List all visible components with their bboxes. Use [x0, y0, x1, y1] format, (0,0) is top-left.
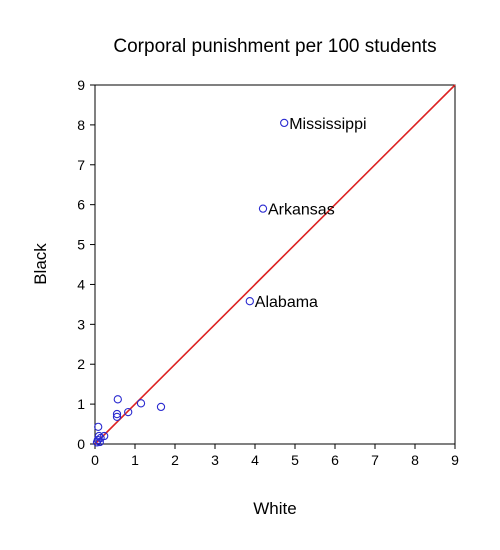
x-tick-label: 8 — [411, 452, 419, 468]
y-axis-label: Black — [31, 243, 50, 285]
y-tick-label: 7 — [77, 157, 85, 173]
data-point — [280, 118, 289, 128]
x-tick-label: 9 — [451, 452, 459, 468]
data-point — [245, 297, 254, 306]
x-tick-label: 4 — [251, 452, 259, 468]
reference-line-layer — [94, 84, 456, 445]
y-tick-label: 6 — [77, 197, 85, 213]
y-tick-label: 5 — [77, 237, 85, 253]
data-point — [95, 437, 104, 447]
x-axis-label: White — [253, 499, 296, 518]
data-point — [156, 402, 166, 412]
reference-line — [94, 84, 456, 445]
data-point — [136, 399, 146, 408]
data-point — [92, 438, 102, 447]
y-tick-label: 1 — [77, 396, 85, 412]
data-point — [258, 204, 268, 213]
data-point — [124, 407, 133, 417]
data-point — [112, 409, 122, 419]
data-point — [112, 412, 122, 422]
axis-ticks: 0 1 2 3 4 5 6 7 8 9 0 1 2 3 4 5 6 7 8 9 — [77, 77, 459, 468]
x-tick-label: 7 — [371, 452, 379, 468]
y-tick-label: 3 — [77, 316, 85, 332]
point-label: Alabama — [255, 294, 318, 311]
data-point — [113, 395, 122, 404]
data-points: Mississippi Arkansas Alabama — [92, 116, 367, 447]
y-tick-label: 8 — [77, 117, 85, 133]
plot-frame — [94, 84, 456, 445]
x-tick-label: 5 — [291, 452, 299, 468]
chart-title: Corporal punishment per 100 students — [113, 36, 436, 57]
x-tick-label: 6 — [331, 452, 339, 468]
x-tick-label: 0 — [91, 452, 99, 468]
data-point — [94, 422, 103, 431]
y-tick-label: 4 — [77, 276, 85, 292]
x-tick-label: 1 — [131, 452, 139, 468]
y-tick-label: 9 — [77, 77, 85, 93]
point-label: Mississippi — [289, 116, 366, 133]
point-label: Arkansas — [268, 202, 335, 219]
y-tick-label: 2 — [77, 356, 85, 372]
y-tick-label: 0 — [77, 436, 85, 452]
x-tick-label: 3 — [211, 452, 219, 468]
x-tick-label: 2 — [171, 452, 179, 468]
